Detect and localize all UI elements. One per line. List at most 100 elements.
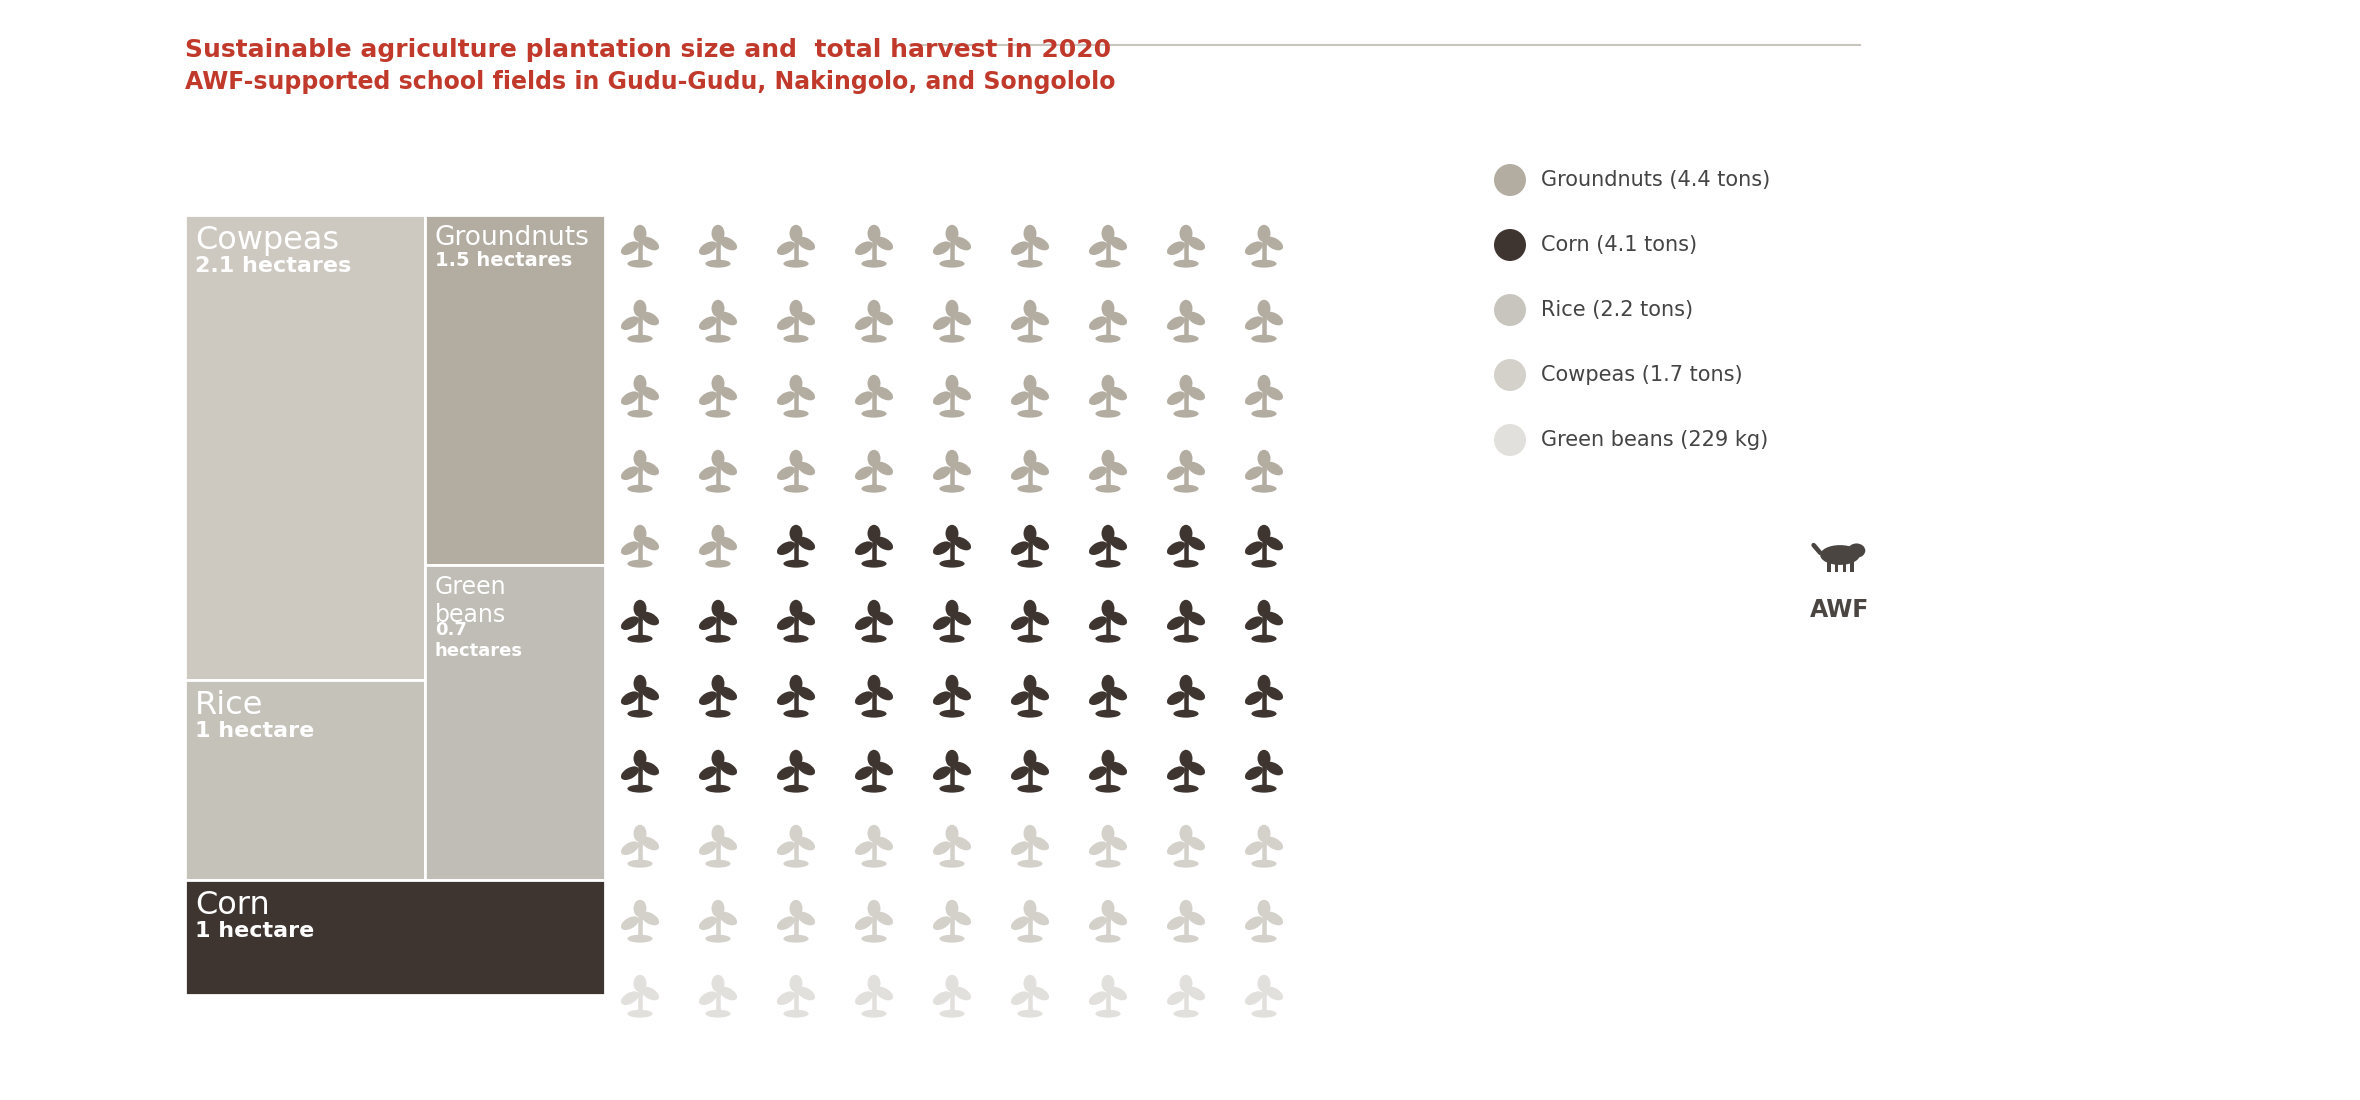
Ellipse shape xyxy=(1017,560,1043,568)
Ellipse shape xyxy=(1024,525,1036,542)
Bar xyxy=(184,214,425,680)
Ellipse shape xyxy=(720,837,736,850)
Ellipse shape xyxy=(720,537,736,550)
Ellipse shape xyxy=(876,987,892,1000)
Ellipse shape xyxy=(1088,241,1107,255)
Ellipse shape xyxy=(1017,935,1043,943)
Ellipse shape xyxy=(798,686,814,701)
Ellipse shape xyxy=(1109,462,1128,475)
Ellipse shape xyxy=(1187,537,1206,550)
Ellipse shape xyxy=(1031,612,1050,625)
Ellipse shape xyxy=(1010,842,1029,855)
Ellipse shape xyxy=(946,375,958,392)
Ellipse shape xyxy=(1088,392,1107,405)
Ellipse shape xyxy=(1173,935,1199,943)
Ellipse shape xyxy=(1246,541,1263,556)
Ellipse shape xyxy=(1102,525,1114,542)
Ellipse shape xyxy=(798,837,814,850)
Ellipse shape xyxy=(1017,334,1043,342)
Ellipse shape xyxy=(784,935,809,943)
Ellipse shape xyxy=(1017,710,1043,717)
Ellipse shape xyxy=(1109,387,1128,400)
Ellipse shape xyxy=(1024,900,1036,917)
Ellipse shape xyxy=(1251,635,1277,642)
Ellipse shape xyxy=(861,560,887,568)
Ellipse shape xyxy=(621,842,640,855)
Ellipse shape xyxy=(798,236,814,251)
Ellipse shape xyxy=(784,409,809,418)
Ellipse shape xyxy=(699,317,717,330)
Ellipse shape xyxy=(1173,860,1199,868)
Ellipse shape xyxy=(1173,1010,1199,1018)
Ellipse shape xyxy=(876,837,892,850)
Ellipse shape xyxy=(642,837,658,850)
Text: Green
beans: Green beans xyxy=(434,575,507,627)
Ellipse shape xyxy=(628,409,654,418)
Ellipse shape xyxy=(1109,612,1128,625)
Ellipse shape xyxy=(939,334,965,342)
Ellipse shape xyxy=(1010,392,1029,405)
Ellipse shape xyxy=(710,674,725,692)
Ellipse shape xyxy=(628,560,654,568)
Ellipse shape xyxy=(854,392,873,405)
Ellipse shape xyxy=(1102,825,1114,843)
Ellipse shape xyxy=(784,860,809,868)
Ellipse shape xyxy=(1173,260,1199,267)
Ellipse shape xyxy=(1102,600,1114,617)
Ellipse shape xyxy=(798,761,814,776)
Ellipse shape xyxy=(1010,241,1029,255)
Ellipse shape xyxy=(1166,241,1185,255)
Ellipse shape xyxy=(1187,912,1206,925)
Ellipse shape xyxy=(876,537,892,550)
Ellipse shape xyxy=(868,525,880,542)
Ellipse shape xyxy=(1088,616,1107,630)
Ellipse shape xyxy=(861,860,887,868)
Ellipse shape xyxy=(854,317,873,330)
Ellipse shape xyxy=(854,692,873,705)
Ellipse shape xyxy=(798,462,814,475)
Ellipse shape xyxy=(642,987,658,1000)
Ellipse shape xyxy=(699,466,717,480)
Ellipse shape xyxy=(861,635,887,642)
Ellipse shape xyxy=(1173,710,1199,717)
Ellipse shape xyxy=(1265,387,1284,400)
Ellipse shape xyxy=(632,600,647,617)
Ellipse shape xyxy=(1010,692,1029,705)
Text: 2.1 hectares: 2.1 hectares xyxy=(196,256,352,276)
Circle shape xyxy=(1494,229,1527,261)
Ellipse shape xyxy=(710,300,725,317)
Ellipse shape xyxy=(854,916,873,930)
Ellipse shape xyxy=(854,767,873,780)
Ellipse shape xyxy=(791,300,802,317)
Ellipse shape xyxy=(868,975,880,992)
Ellipse shape xyxy=(776,692,795,705)
Ellipse shape xyxy=(868,224,880,242)
Ellipse shape xyxy=(699,767,717,780)
Ellipse shape xyxy=(1246,692,1263,705)
Ellipse shape xyxy=(1258,600,1270,617)
Ellipse shape xyxy=(953,537,970,550)
Ellipse shape xyxy=(953,311,970,326)
Bar xyxy=(425,565,604,880)
Ellipse shape xyxy=(1265,462,1284,475)
Ellipse shape xyxy=(1265,537,1284,550)
Ellipse shape xyxy=(706,935,732,943)
Ellipse shape xyxy=(953,236,970,251)
Ellipse shape xyxy=(784,485,809,493)
Ellipse shape xyxy=(706,260,732,267)
Ellipse shape xyxy=(953,462,970,475)
Ellipse shape xyxy=(1095,334,1121,342)
Ellipse shape xyxy=(868,600,880,617)
Ellipse shape xyxy=(699,991,717,1005)
Ellipse shape xyxy=(1024,450,1036,468)
Ellipse shape xyxy=(939,635,965,642)
Ellipse shape xyxy=(1265,761,1284,776)
Ellipse shape xyxy=(632,674,647,692)
Ellipse shape xyxy=(1017,635,1043,642)
Ellipse shape xyxy=(1187,462,1206,475)
Ellipse shape xyxy=(1173,784,1199,793)
Ellipse shape xyxy=(706,560,732,568)
Ellipse shape xyxy=(1166,916,1185,930)
Ellipse shape xyxy=(632,525,647,542)
Bar xyxy=(1827,560,1831,572)
